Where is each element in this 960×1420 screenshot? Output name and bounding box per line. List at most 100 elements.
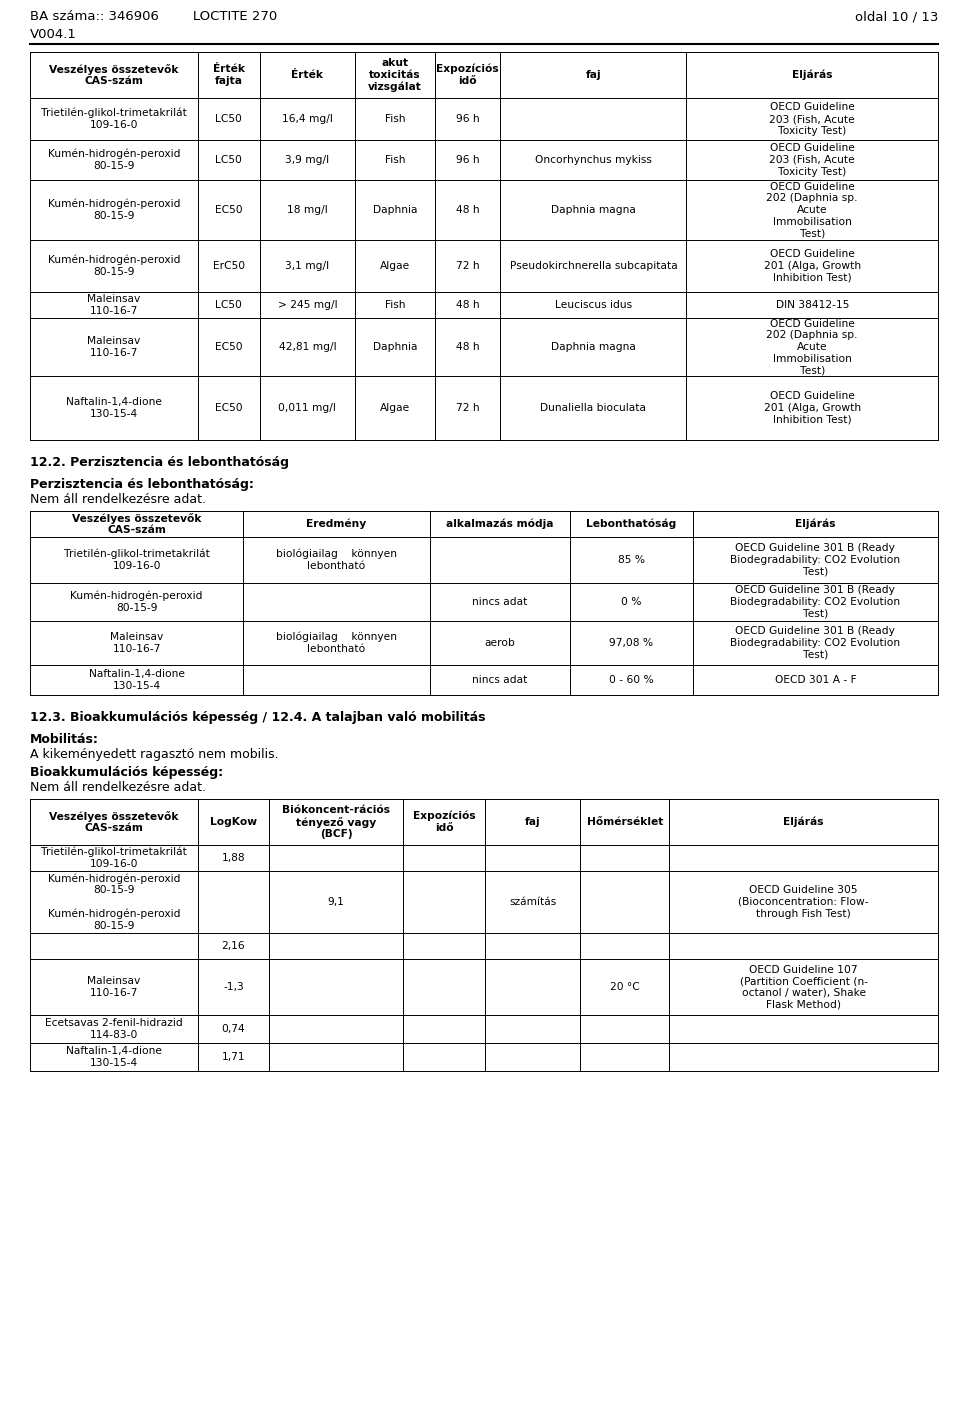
Text: Érték: Érték [292,70,324,80]
Text: Maleinsav
110-16-7: Maleinsav 110-16-7 [87,337,140,358]
Text: számítás: számítás [509,897,556,907]
Text: EC50: EC50 [215,204,243,214]
Text: ErC50: ErC50 [213,261,245,271]
Text: 48 h: 48 h [456,204,479,214]
Text: V004.1: V004.1 [30,28,77,41]
Text: Kumén-hidrogén-peroxid
80-15-9: Kumén-hidrogén-peroxid 80-15-9 [70,591,203,613]
Text: Trietilén-glikol-trimetakrilát
109-16-0: Trietilén-glikol-trimetakrilát 109-16-0 [41,108,187,131]
Text: OECD Guideline
202 (Daphnia sp.
Acute
Immobilisation
Test): OECD Guideline 202 (Daphnia sp. Acute Im… [766,182,858,239]
Text: Daphnia magna: Daphnia magna [551,342,636,352]
Text: Eljárás: Eljárás [783,816,824,828]
Text: Kumén-hidrogén-peroxid
80-15-9

Kumén-hidrogén-peroxid
80-15-9: Kumén-hidrogén-peroxid 80-15-9 Kumén-hid… [48,873,180,930]
Text: BA száma:: 346906        LOCTITE 270: BA száma:: 346906 LOCTITE 270 [30,10,277,23]
Text: Daphnia magna: Daphnia magna [551,204,636,214]
Text: Oncorhynchus mykiss: Oncorhynchus mykiss [535,155,652,165]
Text: 3,1 mg/l: 3,1 mg/l [285,261,329,271]
Text: 20 °C: 20 °C [610,983,639,993]
Text: OECD Guideline
201 (Alga, Growth
Inhibition Test): OECD Guideline 201 (Alga, Growth Inhibit… [763,392,861,425]
Text: 12.3. Bioakkumulációs képesség / 12.4. A talajban való mobilitás: 12.3. Bioakkumulációs képesség / 12.4. A… [30,711,486,724]
Text: 0,74: 0,74 [222,1024,245,1034]
Text: OECD 301 A - F: OECD 301 A - F [775,674,856,684]
Text: biológiailag    könnyen
lebontható: biológiailag könnyen lebontható [276,632,396,655]
Text: oldal 10 / 13: oldal 10 / 13 [854,10,938,23]
Text: 85 %: 85 % [618,555,645,565]
Text: > 245 mg/l: > 245 mg/l [277,300,337,310]
Text: 97,08 %: 97,08 % [610,638,654,648]
Text: Fish: Fish [385,300,405,310]
Text: OECD Guideline
201 (Alga, Growth
Inhibition Test): OECD Guideline 201 (Alga, Growth Inhibit… [763,250,861,283]
Text: OECD Guideline 301 B (Ready
Biodegradability: CO2 Evolution
Test): OECD Guideline 301 B (Ready Biodegradabi… [731,626,900,660]
Text: 48 h: 48 h [456,300,479,310]
Text: Ecetsavas 2-fenil-hidrazid
114-83-0: Ecetsavas 2-fenil-hidrazid 114-83-0 [45,1018,182,1039]
Text: Trietilén-glikol-trimetakrilát
109-16-0: Trietilén-glikol-trimetakrilát 109-16-0 [63,550,209,571]
Text: Naftalin-1,4-dione
130-15-4: Naftalin-1,4-dione 130-15-4 [66,398,162,419]
Text: 0 %: 0 % [621,596,642,606]
Text: A kikeményedett ragasztó nem mobilis.: A kikeményedett ragasztó nem mobilis. [30,748,278,761]
Text: Daphnia: Daphnia [372,342,418,352]
Text: DIN 38412-15: DIN 38412-15 [776,300,849,310]
Text: -1,3: -1,3 [223,983,244,993]
Text: Fish: Fish [385,114,405,124]
Text: Leuciscus idus: Leuciscus idus [555,300,632,310]
Text: 12.2. Perzisztencia és lebonthatóság: 12.2. Perzisztencia és lebonthatóság [30,456,289,469]
Text: Érték
fajta: Érték fajta [213,64,245,85]
Text: Expozíciós
idő: Expozíciós idő [413,811,475,834]
Text: Kumén-hidrogén-peroxid
80-15-9: Kumén-hidrogén-peroxid 80-15-9 [48,256,180,277]
Text: Eredmény: Eredmény [306,518,367,530]
Text: Maleinsav
110-16-7: Maleinsav 110-16-7 [87,294,140,315]
Text: aerob: aerob [485,638,516,648]
Text: akut
toxicitás
vizsgálat: akut toxicitás vizsgálat [368,58,422,92]
Text: OECD Guideline 107
(Partition Coefficient (n-
octanol / water), Shake
Flask Meth: OECD Guideline 107 (Partition Coefficien… [739,964,868,1010]
Text: faj: faj [586,70,601,80]
Text: 3,9 mg/l: 3,9 mg/l [285,155,329,165]
Text: 0 - 60 %: 0 - 60 % [610,674,654,684]
Text: Maleinsav
110-16-7: Maleinsav 110-16-7 [87,976,140,998]
Text: Expozíciós
idő: Expozíciós idő [437,64,499,87]
Text: Veszélyes összetevők
CAS-szám: Veszélyes összetevők CAS-szám [72,513,202,535]
Text: 1,71: 1,71 [222,1052,245,1062]
Text: OECD Guideline
202 (Daphnia sp.
Acute
Immobilisation
Test): OECD Guideline 202 (Daphnia sp. Acute Im… [766,320,858,375]
Text: Naftalin-1,4-dione
130-15-4: Naftalin-1,4-dione 130-15-4 [88,669,184,690]
Text: EC50: EC50 [215,342,243,352]
Text: OECD Guideline 305
(Bioconcentration: Flow-
through Fish Test): OECD Guideline 305 (Bioconcentration: Fl… [738,886,869,919]
Text: Mobilitás:: Mobilitás: [30,733,99,746]
Text: Algae: Algae [380,403,410,413]
Text: EC50: EC50 [215,403,243,413]
Text: faj: faj [525,816,540,826]
Text: Maleinsav
110-16-7: Maleinsav 110-16-7 [110,632,163,653]
Text: Hőmérséklet: Hőmérséklet [587,816,663,826]
Text: OECD Guideline
203 (Fish, Acute
Toxicity Test): OECD Guideline 203 (Fish, Acute Toxicity… [769,102,855,135]
Text: 96 h: 96 h [456,114,479,124]
Text: Biókoncent-rációs
tényező vagy
(BCF): Biókoncent-rációs tényező vagy (BCF) [282,805,390,839]
Text: LC50: LC50 [215,114,242,124]
Text: Naftalin-1,4-dione
130-15-4: Naftalin-1,4-dione 130-15-4 [66,1047,162,1068]
Text: biológiailag    könnyen
lebontható: biológiailag könnyen lebontható [276,550,396,571]
Text: Veszélyes összetevők
CAS-szám: Veszélyes összetevők CAS-szám [49,811,179,834]
Text: 72 h: 72 h [456,403,479,413]
Text: Daphnia: Daphnia [372,204,418,214]
Text: 18 mg/l: 18 mg/l [287,204,327,214]
Text: 96 h: 96 h [456,155,479,165]
Text: Kumén-hidrogén-peroxid
80-15-9: Kumén-hidrogén-peroxid 80-15-9 [48,149,180,170]
Text: Veszélyes összetevők
CAS-szám: Veszélyes összetevők CAS-szám [49,64,179,87]
Text: nincs adat: nincs adat [472,596,528,606]
Text: Fish: Fish [385,155,405,165]
Text: LogKow: LogKow [210,816,257,826]
Text: Eljárás: Eljárás [792,70,832,81]
Text: OECD Guideline 301 B (Ready
Biodegradability: CO2 Evolution
Test): OECD Guideline 301 B (Ready Biodegradabi… [731,544,900,577]
Text: 42,81 mg/l: 42,81 mg/l [278,342,336,352]
Text: OECD Guideline
203 (Fish, Acute
Toxicity Test): OECD Guideline 203 (Fish, Acute Toxicity… [769,143,855,176]
Text: alkalmazás módja: alkalmazás módja [446,518,554,530]
Text: Dunaliella bioculata: Dunaliella bioculata [540,403,646,413]
Text: OECD Guideline 301 B (Ready
Biodegradability: CO2 Evolution
Test): OECD Guideline 301 B (Ready Biodegradabi… [731,585,900,619]
Text: 9,1: 9,1 [327,897,345,907]
Text: Perzisztencia és lebonthatóság:: Perzisztencia és lebonthatóság: [30,479,253,491]
Text: 0,011 mg/l: 0,011 mg/l [278,403,336,413]
Text: Eljárás: Eljárás [795,518,835,530]
Text: Bioakkumulációs képesség:: Bioakkumulációs képesség: [30,765,223,780]
Text: Lebonthatóság: Lebonthatóság [587,518,677,530]
Text: 48 h: 48 h [456,342,479,352]
Text: Kumén-hidrogén-peroxid
80-15-9: Kumén-hidrogén-peroxid 80-15-9 [48,199,180,222]
Text: 72 h: 72 h [456,261,479,271]
Text: Algae: Algae [380,261,410,271]
